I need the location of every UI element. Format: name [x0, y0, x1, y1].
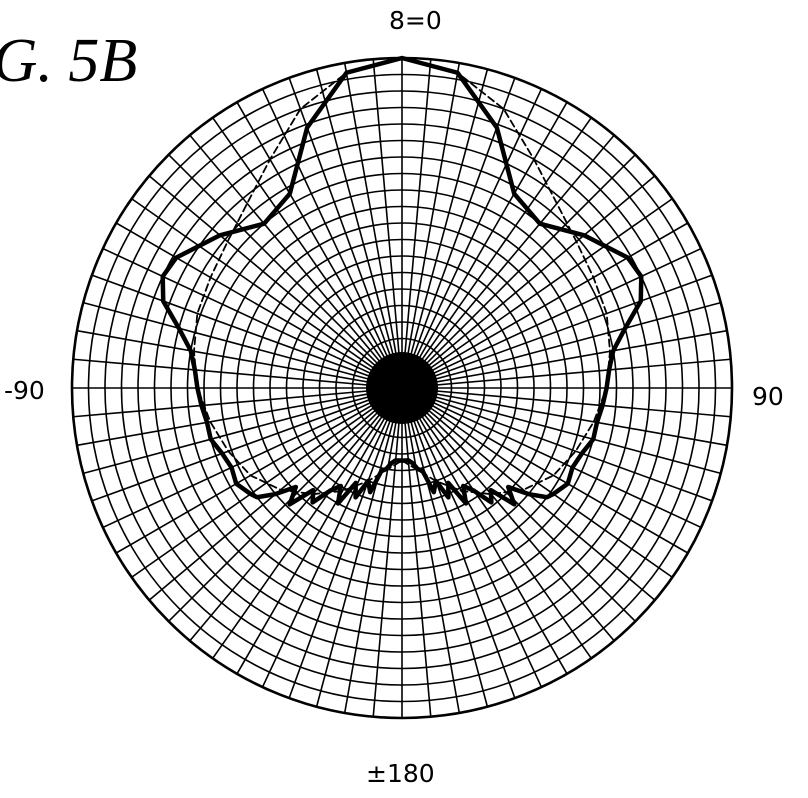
- grid-spoke: [401, 88, 543, 389]
- grid-spoke: [83, 301, 403, 389]
- grid-spoke: [236, 101, 403, 389]
- grid-spoke: [83, 387, 403, 475]
- grid-spoke: [401, 329, 728, 389]
- grid-spoke: [189, 387, 403, 642]
- polar-grid: [70, 56, 734, 720]
- grid-spoke: [401, 247, 702, 389]
- grid-spoke: [372, 387, 403, 717]
- grid-spoke: [401, 387, 592, 659]
- grid-spoke: [236, 387, 403, 675]
- grid-spoke: [401, 387, 731, 418]
- grid-spoke: [76, 387, 403, 447]
- series-layer: [160, 55, 644, 507]
- grid-spoke: [76, 329, 403, 389]
- grid-spoke: [401, 387, 516, 699]
- grid-spoke: [401, 387, 636, 622]
- grid-spoke: [401, 62, 461, 389]
- grid-spoke: [212, 387, 403, 659]
- grid-center: [366, 352, 438, 424]
- grid-spoke: [401, 358, 731, 389]
- grid-spoke: [401, 387, 615, 642]
- angle-label-left: -90: [4, 376, 45, 405]
- grid-spoke: [148, 175, 403, 389]
- grid-spoke: [401, 59, 432, 389]
- grid-spoke: [401, 387, 713, 502]
- grid-spoke: [168, 154, 403, 389]
- grid-spoke: [401, 387, 689, 554]
- grid-spoke: [288, 387, 403, 699]
- grid-spoke: [343, 387, 403, 714]
- grid-spoke: [315, 69, 403, 389]
- grid-spoke: [115, 387, 403, 554]
- grid-spoke: [401, 134, 615, 389]
- grid-spoke: [261, 88, 403, 389]
- grid-spoke: [401, 387, 543, 688]
- grid-spoke: [401, 387, 461, 714]
- angle-label-top: 8=0: [389, 6, 442, 35]
- grid-spoke: [401, 198, 673, 389]
- grid-spoke: [401, 387, 702, 529]
- grid-spoke: [168, 387, 403, 622]
- grid-spoke: [212, 117, 403, 389]
- grid-spoke: [401, 175, 656, 389]
- grid-spoke: [102, 387, 403, 529]
- grid-spoke: [189, 134, 403, 389]
- grid-spoke: [343, 62, 403, 389]
- grid-spoke: [401, 387, 728, 447]
- grid-spoke: [401, 387, 721, 475]
- grid-spoke: [401, 301, 721, 389]
- grid-spoke: [401, 274, 713, 389]
- grid-spoke: [73, 387, 403, 418]
- grid-spoke: [261, 387, 403, 688]
- grid-spoke: [401, 154, 636, 389]
- grid-spoke: [372, 59, 403, 389]
- grid-spoke: [401, 387, 489, 707]
- grid-spoke: [315, 387, 403, 707]
- grid-spoke: [401, 101, 568, 389]
- grid-spoke: [401, 387, 432, 717]
- grid-spoke: [102, 247, 403, 389]
- grid-spoke: [401, 387, 568, 675]
- angle-label-bottom: ±180: [366, 759, 435, 788]
- grid-spoke: [131, 198, 403, 389]
- series-line-dashed: [193, 57, 611, 496]
- grid-spoke: [73, 358, 403, 389]
- grid-spoke: [115, 222, 403, 389]
- grid-spoke: [401, 222, 689, 389]
- grid-spoke: [91, 387, 403, 502]
- figure-label: IG. 5B: [0, 27, 138, 95]
- angle-label-right: 90: [752, 382, 784, 411]
- grid-spoke: [91, 274, 403, 389]
- grid-spoke: [401, 69, 489, 389]
- grid-spoke: [401, 117, 592, 389]
